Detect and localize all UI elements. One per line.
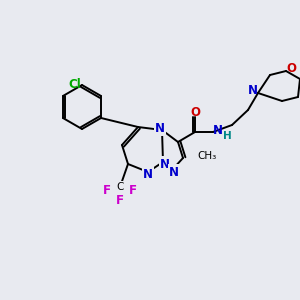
Text: N: N: [155, 122, 165, 134]
Text: C: C: [116, 182, 124, 192]
Text: N: N: [248, 85, 258, 98]
Text: N: N: [160, 158, 170, 170]
Text: N: N: [169, 166, 179, 178]
Text: F: F: [116, 194, 124, 208]
Text: H: H: [223, 131, 231, 141]
Text: N: N: [143, 167, 153, 181]
Text: O: O: [190, 106, 200, 118]
Text: F: F: [103, 184, 111, 196]
Text: N: N: [213, 124, 223, 137]
Text: O: O: [286, 62, 296, 76]
Text: F: F: [129, 184, 137, 196]
Text: Cl: Cl: [69, 77, 81, 91]
Text: CH₃: CH₃: [197, 151, 216, 161]
